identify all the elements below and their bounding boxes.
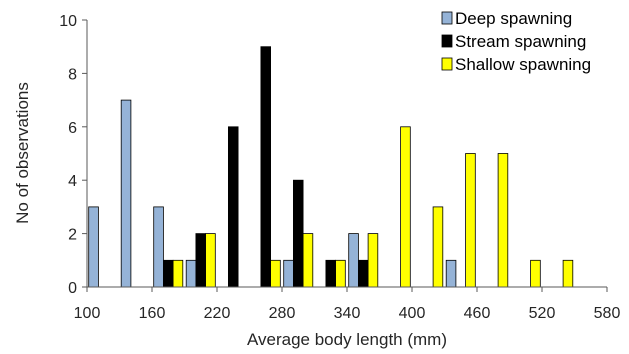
legend-swatch xyxy=(441,57,453,71)
bars-group xyxy=(88,46,574,288)
bar-stream-spawning xyxy=(162,259,174,288)
bar-deep-spawning xyxy=(88,206,99,288)
legend-swatch xyxy=(441,11,453,25)
legend-swatch xyxy=(441,34,453,48)
legend-label: Deep spawning xyxy=(455,9,572,28)
bar-stream-spawning xyxy=(227,126,239,288)
bar-deep-spawning xyxy=(348,233,359,288)
y-tick-label: 8 xyxy=(68,66,77,83)
legend-label: Shallow spawning xyxy=(455,55,591,74)
x-tick-label: 520 xyxy=(529,305,556,322)
bar-stream-spawning xyxy=(195,233,206,288)
y-tick-label: 10 xyxy=(59,13,77,30)
bar-shallow-spawning xyxy=(205,233,216,288)
x-tick-labels: 100 160 220 280 340 400 460 520 580 xyxy=(74,287,621,322)
bar-stream-spawning xyxy=(292,179,304,288)
bar-shallow-spawning xyxy=(172,259,184,288)
bar-stream-spawning xyxy=(357,259,369,288)
bar-deep-spawning xyxy=(445,259,457,288)
x-tick-label: 100 xyxy=(74,305,101,322)
legend-label: Stream spawning xyxy=(455,32,586,51)
x-tick-label: 220 xyxy=(204,305,231,322)
bar-shallow-spawning xyxy=(497,153,509,288)
bar-shallow-spawning xyxy=(562,259,574,288)
bar-shallow-spawning xyxy=(270,259,281,288)
bar-shallow-spawning xyxy=(530,259,541,288)
bar-deep-spawning xyxy=(283,259,294,288)
legend: Deep spawning Stream spawning Shallow spaw… xyxy=(441,9,591,74)
x-tick-label: 400 xyxy=(399,305,426,322)
x-tick-label: 580 xyxy=(594,305,621,322)
bar-deep-spawning xyxy=(153,206,164,288)
x-tick-label: 280 xyxy=(269,305,296,322)
bar-shallow-spawning xyxy=(432,206,444,288)
x-tick-label: 160 xyxy=(139,305,166,322)
y-tick-label: 6 xyxy=(68,120,77,137)
bar-stream-spawning xyxy=(260,46,271,288)
y-axis-title: No of observations xyxy=(13,82,32,224)
bar-shallow-spawning xyxy=(465,153,476,288)
bar-deep-spawning xyxy=(185,259,197,288)
y-tick-label: 0 xyxy=(68,280,77,297)
y-tick-labels: 0 2 4 6 8 10 xyxy=(59,13,87,297)
bar-shallow-spawning xyxy=(335,259,346,288)
x-tick-label: 460 xyxy=(464,305,491,322)
x-axis-title: Average body length (mm) xyxy=(247,330,447,349)
x-tick-label: 340 xyxy=(334,305,361,322)
y-tick-label: 2 xyxy=(68,227,77,244)
bar-shallow-spawning xyxy=(367,233,379,288)
bar-shallow-spawning xyxy=(400,126,411,288)
bar-shallow-spawning xyxy=(302,233,314,288)
y-tick-label: 4 xyxy=(68,173,77,190)
bar-deep-spawning xyxy=(120,99,132,288)
bar-stream-spawning xyxy=(325,259,336,288)
